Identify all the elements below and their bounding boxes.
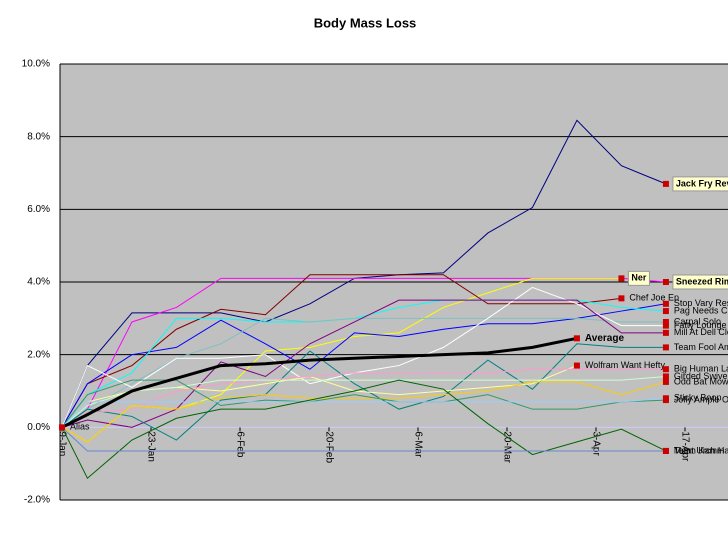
- end-marker: [662, 378, 669, 385]
- series-line: [61, 375, 666, 428]
- y-tick-label: 8.0%: [27, 131, 50, 142]
- end-marker: [573, 335, 580, 342]
- series-label: Stop Vary Research: [674, 298, 728, 308]
- series-label: Carpal Solo: [674, 316, 721, 326]
- series-label: Odd Bat Mown: [674, 376, 728, 386]
- series-line: [61, 299, 666, 428]
- x-tick-label: 3-Apr: [590, 431, 601, 456]
- x-tick-label: 9-Jan: [56, 431, 67, 456]
- x-tick-label: 6-Feb: [234, 431, 245, 458]
- label-box: [672, 274, 728, 290]
- end-marker: [59, 424, 65, 431]
- end-marker: [662, 447, 669, 454]
- series-label: Fatty Lounge Pants: [674, 320, 728, 330]
- x-tick-label: 23-Jan: [145, 431, 156, 462]
- end-marker: [662, 329, 669, 336]
- end-marker: [618, 275, 625, 282]
- label-box: [627, 270, 650, 286]
- series-label: Ner: [631, 273, 647, 283]
- y-tick-label: 2.0%: [27, 349, 50, 360]
- series-label: Mill At Dell Clench: [674, 327, 728, 337]
- series-line: [61, 379, 667, 479]
- end-marker: [662, 373, 669, 380]
- series-line: [61, 274, 622, 428]
- end-marker: [662, 366, 669, 373]
- series-line: [61, 343, 666, 441]
- series-label: Sticky Boop: [674, 393, 722, 403]
- end-marker: [662, 395, 669, 402]
- series-label: Meat Urch Hanis: [674, 445, 728, 455]
- series-label: Big Human Lap: [674, 364, 728, 374]
- series-label: Girded Swivels: [674, 371, 728, 381]
- x-tick-label: 17-Apr: [679, 431, 690, 462]
- series-line: [61, 379, 666, 428]
- end-marker: [662, 279, 669, 285]
- series-label: Team Fool Ambush: [674, 342, 728, 352]
- series-line: [61, 303, 667, 428]
- y-tick-label: 10.0%: [22, 59, 50, 70]
- end-marker: [662, 344, 669, 351]
- y-tick-label: 6.0%: [27, 204, 50, 215]
- series-line: [61, 317, 666, 428]
- x-tick-label: 6-Mar: [412, 431, 423, 458]
- series-line: [61, 381, 667, 443]
- x-tick-label: 20-Mar: [501, 431, 512, 463]
- series-label: Pag Needs Chek: [674, 305, 728, 315]
- series-label: Jack Fry Revs Fee: [676, 178, 728, 188]
- series-label: Jolly Ample Ogre: [674, 394, 728, 404]
- series-line: [61, 336, 578, 429]
- y-tick-label: 0.0%: [27, 422, 50, 433]
- series-label: Wolfram Want Hefty: [585, 360, 666, 370]
- end-marker: [662, 308, 669, 315]
- end-marker: [662, 322, 669, 329]
- series-line: [61, 368, 666, 428]
- series-label: Team Kamm: [674, 445, 725, 455]
- end-marker: [662, 180, 669, 187]
- y-tick-label: 4.0%: [27, 277, 50, 288]
- end-marker: [573, 362, 580, 369]
- end-marker: [662, 318, 669, 325]
- series-line: [61, 426, 666, 452]
- series-label: Sneezed Rims In: [676, 276, 728, 286]
- end-marker: [618, 295, 625, 302]
- y-tick-label: -2.0%: [24, 495, 50, 506]
- series-line: [61, 397, 666, 428]
- series-label: Chef Joe Ep: [629, 293, 679, 303]
- end-marker: [662, 300, 669, 307]
- chart-title: Body Mass Loss: [314, 15, 417, 30]
- series-label: Average: [585, 333, 625, 344]
- series-label: Alias: [70, 422, 90, 432]
- label-box: [672, 176, 728, 192]
- x-tick-label: 20-Feb: [323, 431, 334, 463]
